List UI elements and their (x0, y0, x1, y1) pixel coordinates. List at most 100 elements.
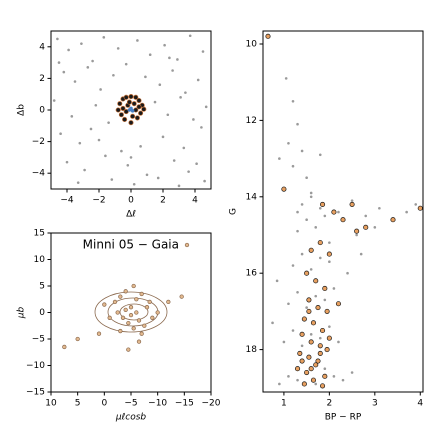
data-point (281, 186, 287, 192)
data-point (326, 335, 332, 341)
data-point (126, 347, 131, 352)
data-point (308, 247, 314, 253)
data-point (139, 145, 142, 148)
data-point (131, 283, 136, 289)
x-tick-label: 2 (326, 399, 332, 409)
data-point (305, 176, 308, 179)
data-point (291, 264, 295, 267)
y-tick-label: −15 (26, 388, 45, 398)
data-point (323, 367, 327, 370)
data-point (128, 305, 134, 310)
data-point (405, 210, 408, 214)
data-point (126, 320, 131, 326)
data-point (130, 113, 136, 119)
data-point (134, 310, 139, 315)
x-tick-label: 10 (45, 399, 57, 409)
data-point (122, 116, 128, 123)
x-axis-label: μℓcosb (115, 413, 147, 423)
data-point (57, 61, 61, 64)
data-point (133, 107, 139, 113)
data-point (158, 83, 162, 87)
data-point (123, 109, 129, 115)
data-point (116, 47, 120, 50)
data-point (166, 299, 171, 305)
data-point (278, 157, 281, 160)
data-point (142, 323, 147, 328)
data-point (123, 94, 129, 100)
data-point (65, 160, 69, 164)
data-point (107, 121, 110, 124)
data-point (349, 201, 355, 207)
data-point (126, 164, 130, 167)
x-tick-label: 1 (281, 399, 287, 409)
data-point (62, 344, 67, 350)
data-point (337, 340, 340, 344)
data-point (271, 321, 274, 325)
x-axis-label: BP − RP (325, 413, 362, 423)
data-point (201, 50, 205, 53)
data-point (56, 37, 59, 41)
data-point (301, 316, 307, 322)
y-tick-label: 2 (39, 74, 45, 84)
data-point (310, 377, 317, 383)
data-point (188, 34, 192, 38)
y-tick-label: 5 (39, 282, 45, 292)
data-point (341, 378, 345, 382)
data-point (196, 78, 200, 82)
data-point (313, 278, 319, 284)
data-point (179, 96, 182, 99)
data-point (315, 305, 321, 311)
data-point (314, 382, 318, 386)
data-point (318, 153, 322, 157)
data-point (282, 340, 286, 344)
data-point (265, 33, 271, 39)
data-point (322, 285, 328, 292)
data-point (120, 315, 126, 320)
data-point (120, 149, 123, 153)
data-point (296, 290, 299, 294)
data-point (305, 306, 308, 309)
y-tick-label: 18 (246, 345, 258, 355)
data-point (52, 99, 56, 102)
contour (94, 291, 168, 333)
data-point (323, 214, 327, 218)
data-point (364, 214, 368, 218)
data-point (308, 366, 314, 372)
data-point (326, 251, 332, 257)
data-point (144, 75, 147, 79)
data-point (314, 226, 318, 229)
data-point (107, 315, 112, 320)
data-point (86, 66, 90, 69)
data-point (278, 382, 281, 386)
legend-label: Minni 05 − Gaia (83, 238, 179, 252)
data-point (91, 59, 94, 63)
data-point (117, 101, 123, 107)
data-point (131, 101, 137, 107)
data-point (136, 318, 142, 323)
y-axis-label: μb (17, 307, 27, 320)
data-point (118, 328, 123, 334)
data-point (97, 138, 101, 142)
data-point (110, 178, 114, 181)
data-point (335, 301, 342, 307)
data-point (306, 354, 312, 360)
data-point (340, 217, 346, 223)
axes-frame (50, 232, 212, 393)
data-point (133, 94, 139, 100)
data-point (306, 297, 312, 303)
data-point (83, 168, 86, 172)
data-point (310, 320, 317, 326)
data-point (102, 302, 107, 307)
data-point (153, 100, 157, 104)
data-point (118, 294, 123, 299)
axes-frame (262, 30, 424, 393)
data-point (163, 43, 166, 47)
data-point (299, 358, 305, 364)
data-point (70, 115, 74, 118)
data-point (309, 333, 313, 336)
data-point (300, 252, 304, 256)
data-point (139, 291, 144, 297)
data-point (317, 343, 323, 349)
data-point (319, 327, 326, 334)
